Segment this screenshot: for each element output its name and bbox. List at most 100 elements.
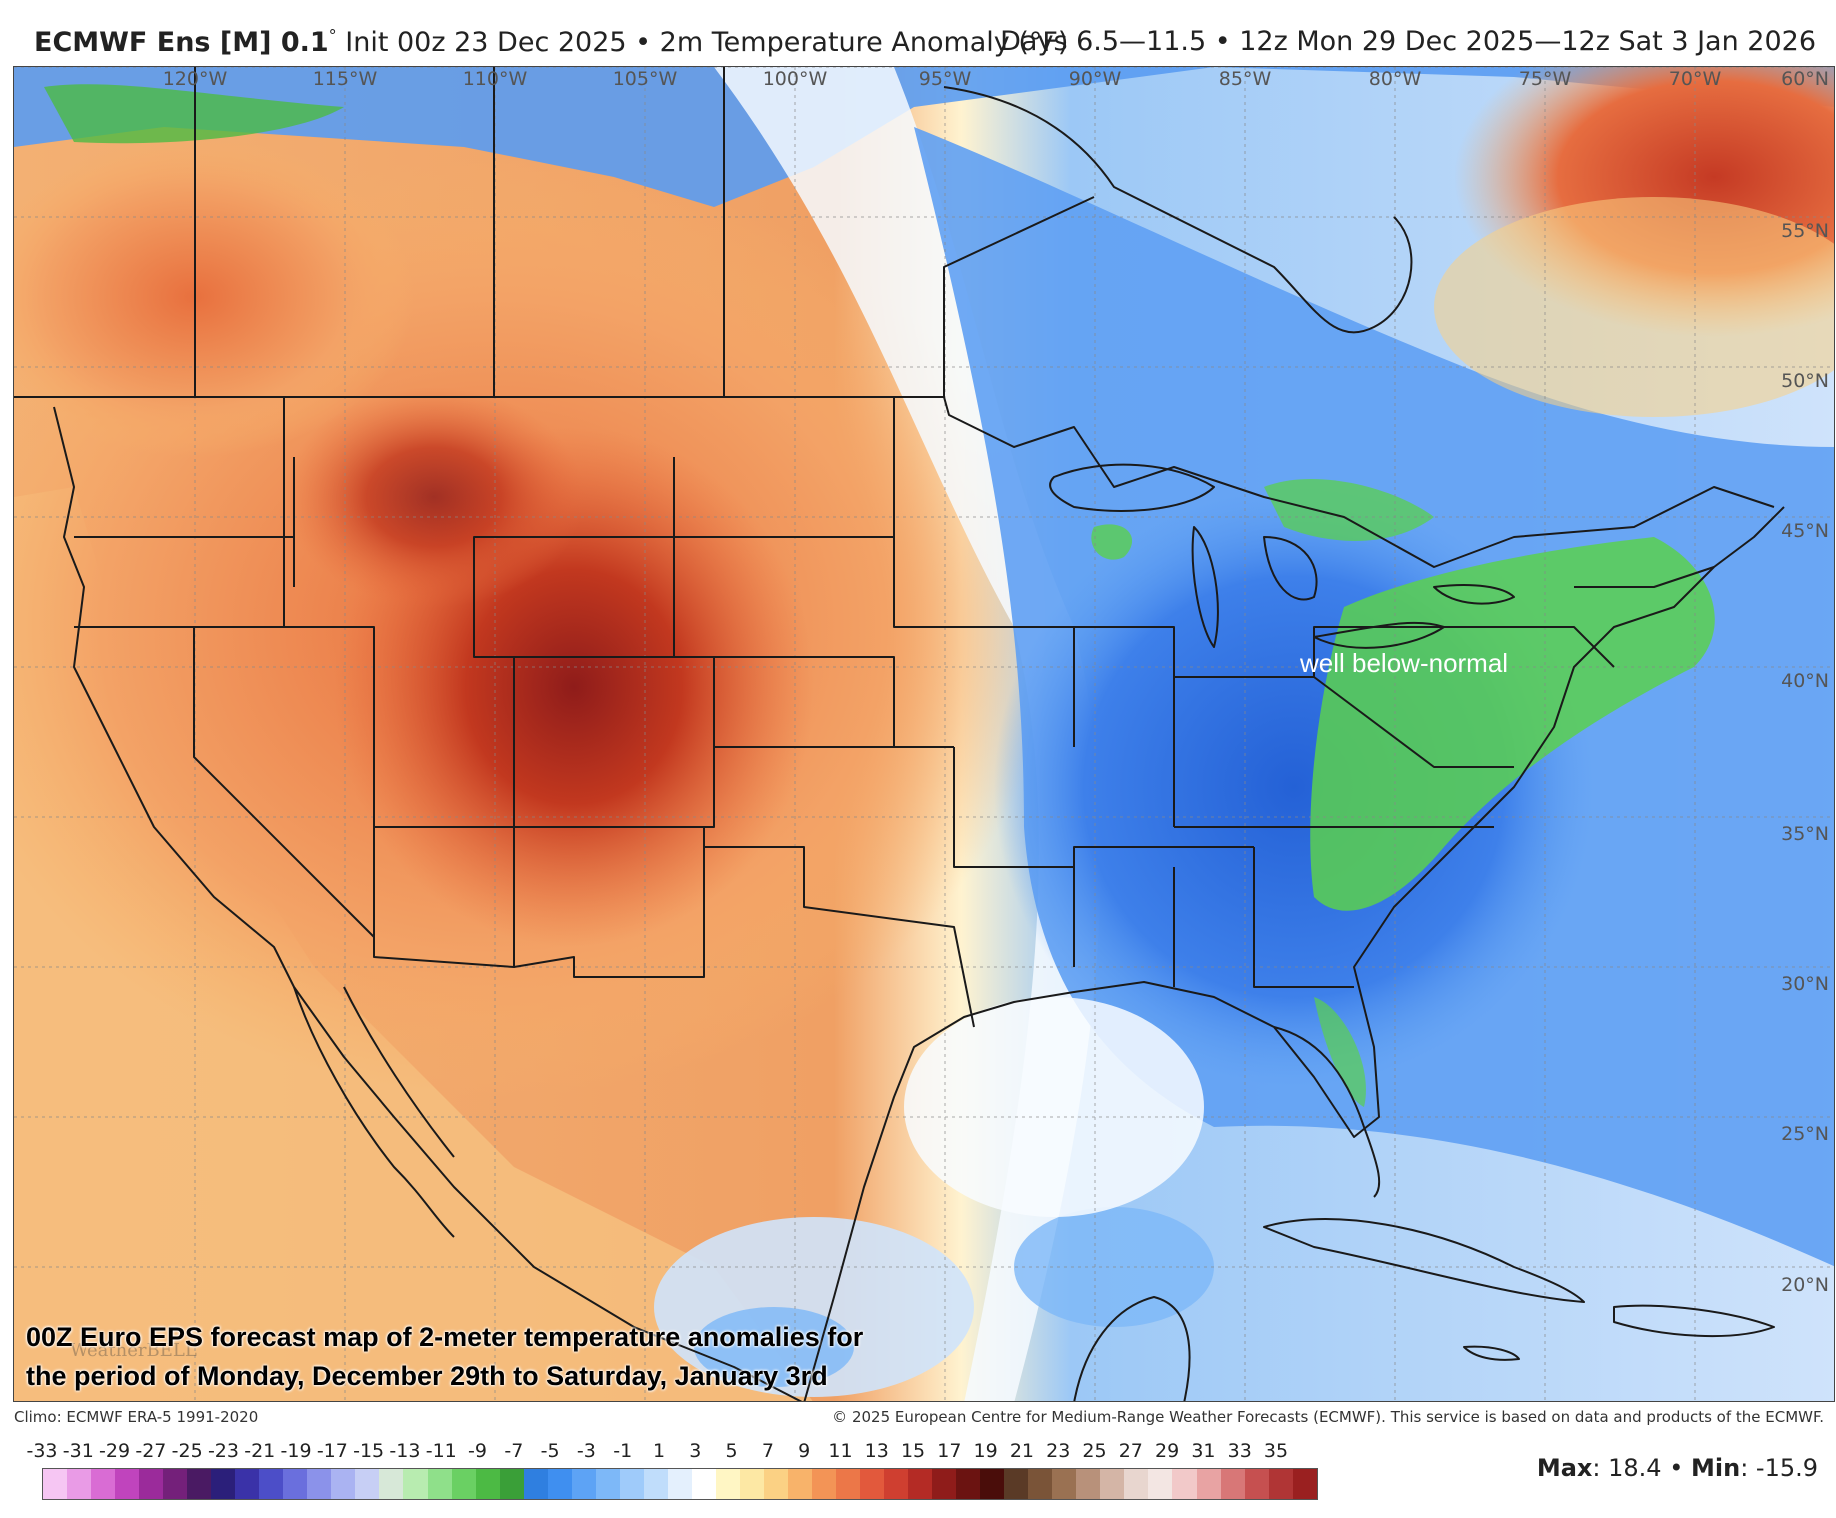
- legend-tick-label: 13: [864, 1440, 889, 1462]
- baja-california: [293, 986, 455, 1238]
- field-idaho-core: [284, 387, 584, 607]
- hudson-bay-coast: [943, 86, 1413, 334]
- legend-tick-label: -9: [468, 1440, 487, 1462]
- southeast-borders: [1073, 847, 1354, 988]
- legend-swatch: [403, 1469, 428, 1499]
- legend-swatch: [91, 1469, 116, 1499]
- degree-symbol: °: [328, 26, 337, 45]
- credits-bar: Climo: ECMWF ERA-5 1991-2020 © 2025 Euro…: [0, 1404, 1836, 1430]
- legend-tick-label: -13: [389, 1440, 421, 1462]
- legend-tick-label: 31: [1191, 1440, 1216, 1462]
- legend-swatch: [932, 1469, 957, 1499]
- plains-borders: [673, 457, 954, 748]
- legend-swatch: [812, 1469, 837, 1499]
- legend-swatch: [67, 1469, 92, 1499]
- legend-swatch: [1244, 1469, 1269, 1499]
- field-wisconsin-cold: [1091, 524, 1133, 560]
- legend-tick-label: 21: [1009, 1440, 1035, 1462]
- climo-note: Climo: ECMWF ERA-5 1991-2020: [14, 1408, 259, 1426]
- lake-erie: [1313, 621, 1445, 649]
- valid-period: Days 6.5—11.5 • 12z Mon 29 Dec 2025—12z …: [1000, 26, 1816, 57]
- map-svg: 120°W 115°W 110°W 105°W 100°W 95°W 90°W …: [14, 67, 1834, 1401]
- lat-label-55n: 55°N: [1781, 220, 1829, 242]
- lon-label-110w: 110°W: [463, 68, 528, 90]
- legend-swatch: [1268, 1469, 1293, 1499]
- legend-tick-label: 15: [900, 1440, 926, 1462]
- lon-labels: 120°W 115°W 110°W 105°W 100°W 95°W 90°W …: [163, 68, 1722, 90]
- lon-label-115w: 115°W: [313, 68, 378, 90]
- field-florida-cold: [1314, 997, 1366, 1107]
- legend-swatch: [115, 1469, 140, 1499]
- legend-tick-label: 33: [1227, 1440, 1252, 1462]
- map-caption: 00Z Euro EPS forecast map of 2-meter tem…: [26, 1318, 863, 1396]
- lon-label-95w: 95°W: [919, 68, 972, 90]
- legend-swatch: [1076, 1469, 1101, 1499]
- lon-label-105w: 105°W: [613, 68, 678, 90]
- colorado-border: [513, 657, 715, 828]
- model-title: ECMWF Ens [M] 0.1° Init 00z 23 Dec 2025 …: [34, 26, 1068, 58]
- color-legend: -33 -31 -29 -27 -25 -23 -21 -19 -17 -15 -13 -11 -9 -7…: [0, 1432, 1836, 1518]
- legend-tick-label: 35: [1263, 1440, 1289, 1462]
- legend-tick-label: 19: [973, 1440, 998, 1462]
- legend-swatch: [1052, 1469, 1077, 1499]
- lon-label-70w: 70°W: [1669, 68, 1722, 90]
- legend-tick-label: -5: [540, 1440, 560, 1462]
- field-arctic-cold: [14, 67, 1834, 207]
- legend-swatch: [355, 1469, 380, 1499]
- legend-swatch: [1124, 1469, 1149, 1499]
- legend-swatch: [643, 1469, 668, 1499]
- legend-swatch: [283, 1469, 308, 1499]
- legend-swatch: [884, 1469, 909, 1499]
- carolina-borders: [1174, 676, 1514, 828]
- legend-tick-label: 29: [1155, 1440, 1180, 1462]
- nevada-utah-border: [194, 626, 534, 828]
- legend-swatch: [956, 1469, 981, 1499]
- california-nevada-border: [74, 626, 375, 938]
- pacific-coast: [53, 406, 803, 1401]
- lake-michigan: [1191, 526, 1219, 648]
- legend-swatch: [595, 1469, 620, 1499]
- legend-tick-label: 7: [761, 1440, 774, 1462]
- legend-tick-label: 11: [828, 1440, 853, 1462]
- legend-tick-label: -25: [171, 1440, 203, 1462]
- legend-tick-label: 17: [937, 1440, 962, 1462]
- legend-tick-label: -29: [99, 1440, 131, 1462]
- anomaly-map: 120°W 115°W 110°W 105°W 100°W 95°W 90°W …: [13, 66, 1835, 1402]
- legend-swatch: [235, 1469, 260, 1499]
- legend-swatch: [691, 1469, 716, 1499]
- hispaniola: [1613, 1304, 1775, 1338]
- lat-labels: 60°N 55°N 50°N 45°N 40°N 35°N 30°N 25°N …: [1781, 68, 1829, 1296]
- field-ontario-cold: [1264, 478, 1434, 541]
- arizona-border: [373, 827, 515, 968]
- field-pacific-warm: [14, 487, 813, 1401]
- legend-tick-label: 25: [1082, 1440, 1107, 1462]
- lon-label-100w: 100°W: [763, 68, 828, 90]
- lon-label-120w: 120°W: [163, 68, 228, 90]
- legend-tick-label: -23: [207, 1440, 239, 1462]
- legend-swatch: [523, 1469, 548, 1499]
- legend-swatch: [908, 1469, 933, 1499]
- init-text: Init 00z 23 Dec 2025 • 2m Temperature An…: [336, 27, 1069, 58]
- legend-swatch: [1172, 1469, 1197, 1499]
- legend-swatch: [163, 1469, 188, 1499]
- legend-swatch: [836, 1469, 861, 1499]
- min-value: : -15.9: [1740, 1454, 1818, 1482]
- legend-swatch: [1292, 1469, 1317, 1499]
- legend-tick-label: -19: [280, 1440, 312, 1462]
- legend-swatch: [259, 1469, 284, 1499]
- legend-swatch: [619, 1469, 644, 1499]
- lat-label-60n: 60°N: [1781, 68, 1829, 90]
- max-value: : 18.4 •: [1592, 1454, 1691, 1482]
- model-name: ECMWF Ens [M] 0.1: [34, 27, 329, 58]
- legend-tick-label: -31: [62, 1440, 94, 1462]
- annotation-well-below-normal: well below-normal: [1300, 648, 1509, 678]
- legend-swatch: [139, 1469, 164, 1499]
- lat-label-45n: 45°N: [1781, 520, 1829, 542]
- legend-swatch: [571, 1469, 596, 1499]
- caption-line-1: 00Z Euro EPS forecast map of 2-meter tem…: [26, 1322, 864, 1352]
- legend-swatch: [1004, 1469, 1029, 1499]
- legend-tick-label: -27: [135, 1440, 167, 1462]
- new-mexico-border: [513, 827, 705, 978]
- legend-tick-label: -15: [353, 1440, 385, 1462]
- legend-swatch: [547, 1469, 572, 1499]
